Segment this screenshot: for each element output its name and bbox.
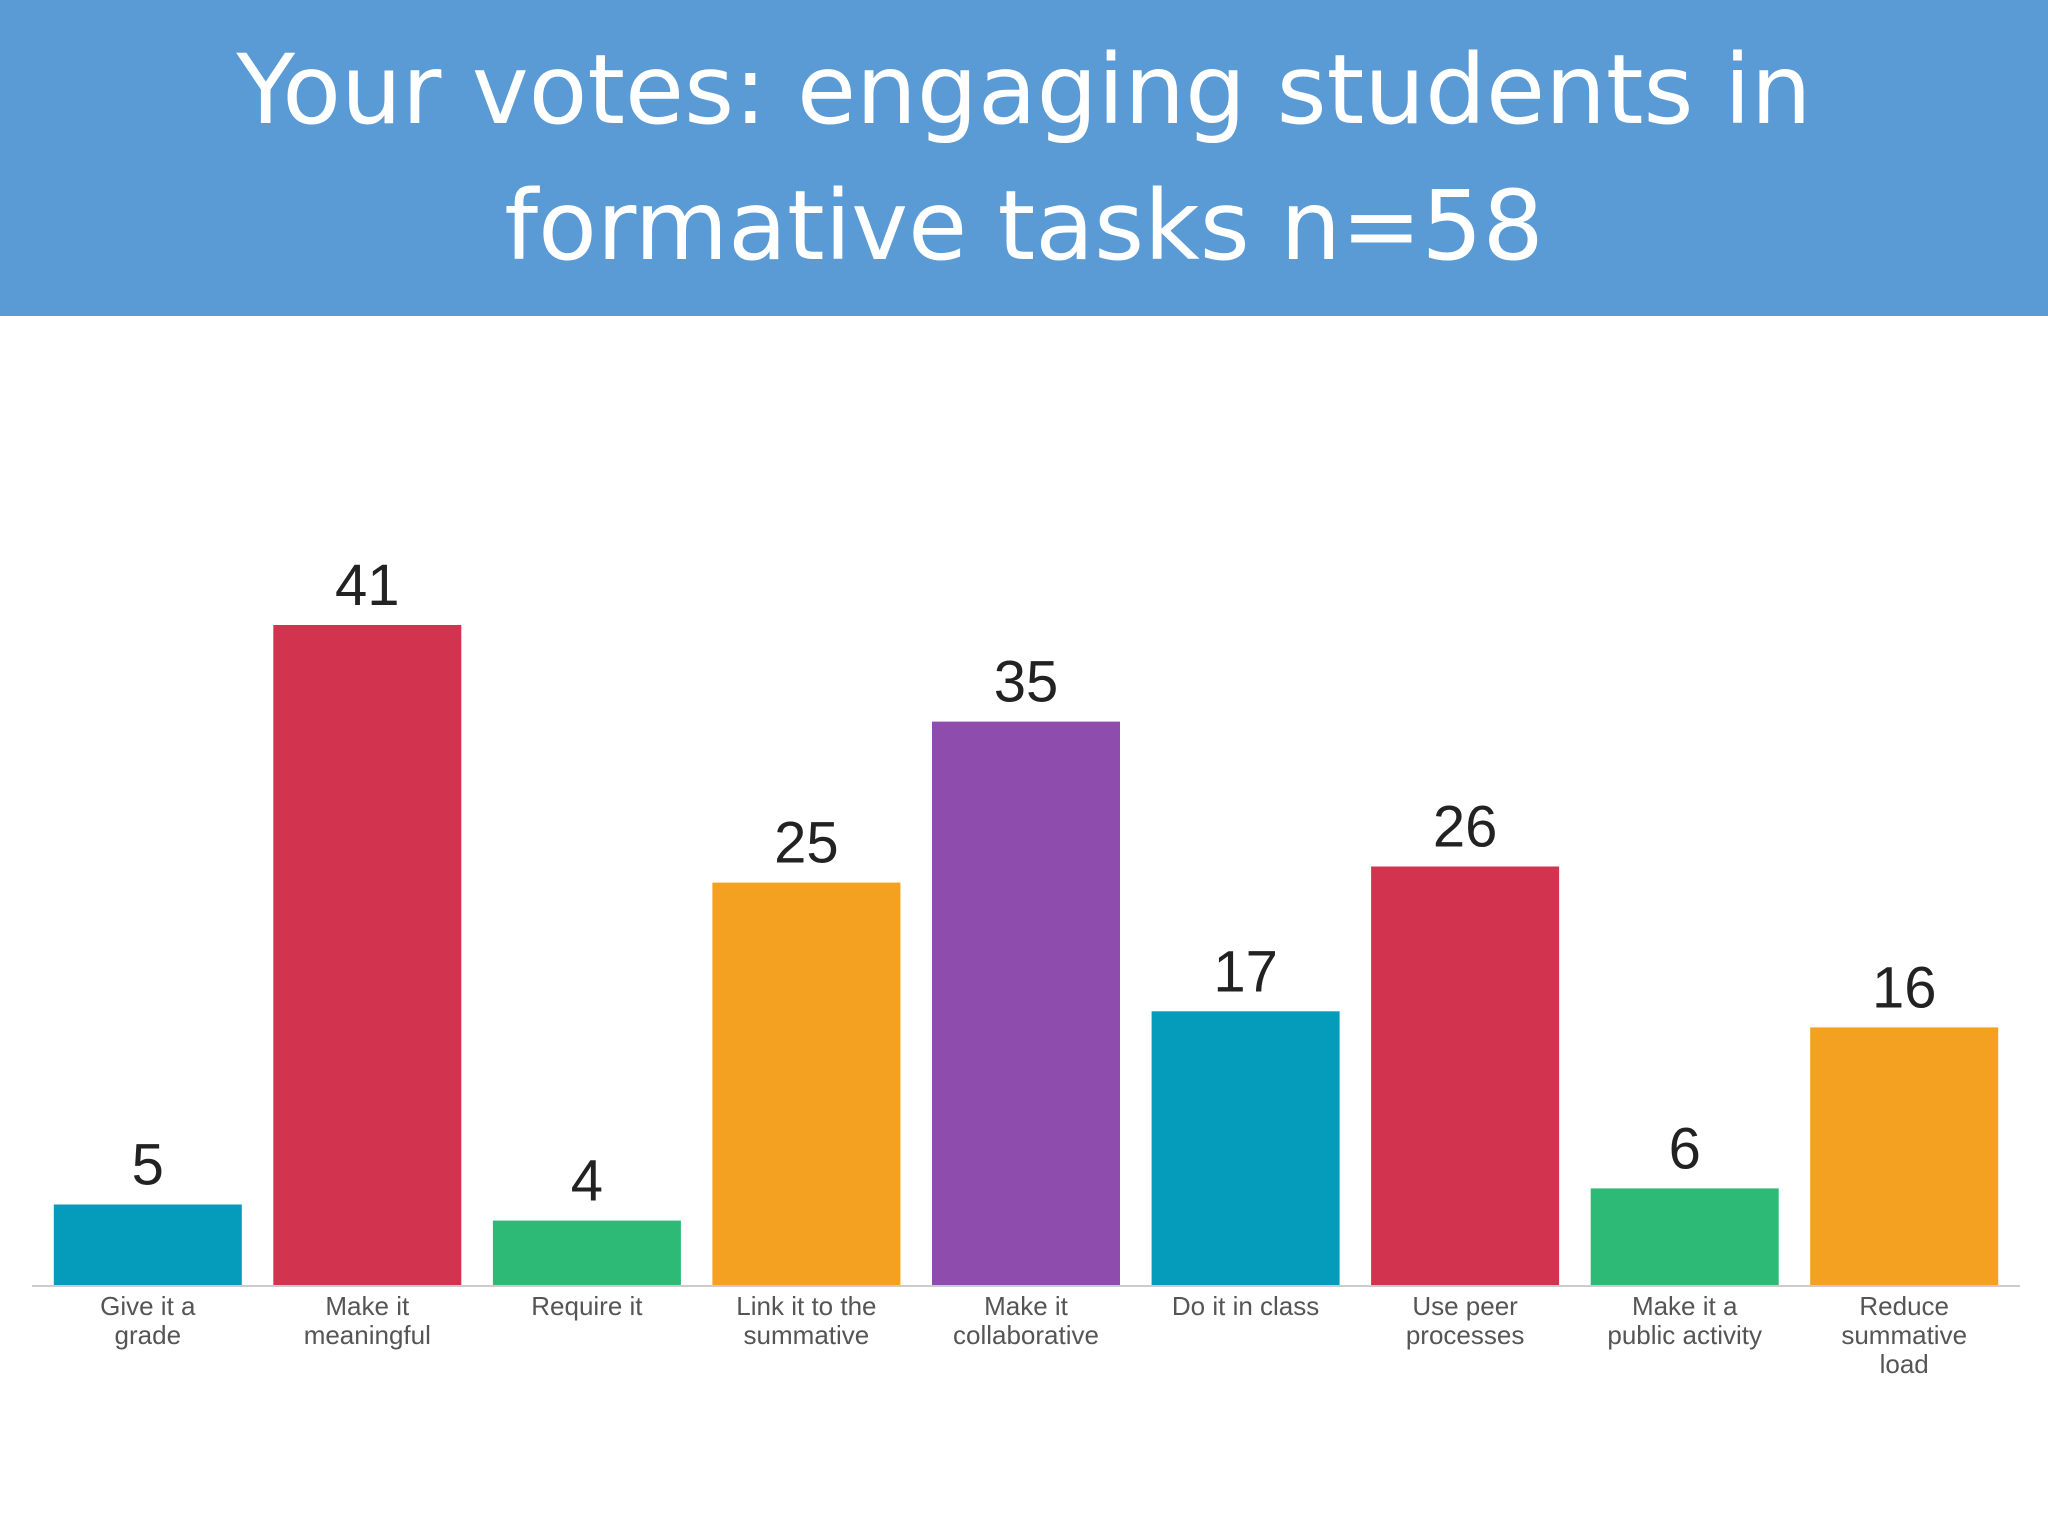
category-label-line: Link it to the [736, 1291, 876, 1321]
category-label-5: Do it in class [1172, 1291, 1319, 1321]
slide-title: Your votes: engaging students in formati… [236, 34, 1812, 282]
bar-6 [1371, 866, 1560, 1285]
category-label-1: Make it meaningful [304, 1291, 431, 1350]
category-label-8: Reduce summative load [1841, 1291, 1967, 1379]
bar-value-label-2: 4 [571, 1149, 603, 1214]
category-label-4: Make it collaborative [953, 1291, 1099, 1350]
category-label-line: processes [1406, 1320, 1525, 1350]
value-labels-group: 5 41 4 25 35 17 26 6 16 [132, 553, 1937, 1214]
bars-group [53, 625, 1999, 1285]
category-label-line: collaborative [953, 1320, 1099, 1350]
category-label-line: Use peer [1412, 1291, 1518, 1321]
category-label-line: Give it a [100, 1291, 196, 1321]
category-label-2: Require it [531, 1291, 643, 1321]
category-label-line: grade [115, 1320, 182, 1350]
category-label-line: Require it [531, 1291, 643, 1321]
category-label-line: load [1880, 1349, 1929, 1379]
category-label-line: Make it [984, 1291, 1069, 1321]
category-label-line: Reduce [1859, 1291, 1949, 1321]
bar-value-label-3: 25 [774, 811, 839, 876]
bar-4 [932, 721, 1120, 1285]
category-label-line: public activity [1607, 1320, 1762, 1350]
bar-value-label-6: 26 [1433, 795, 1498, 860]
category-label-6: Use peer processes [1406, 1291, 1525, 1350]
category-label-0: Give it a grade [100, 1291, 196, 1350]
category-label-line: meaningful [304, 1320, 431, 1350]
title-banner: Your votes: engaging students in formati… [0, 0, 2048, 316]
bar-2 [492, 1220, 681, 1285]
bar-1 [273, 625, 462, 1285]
bar-0 [53, 1204, 242, 1285]
bar-3 [712, 882, 901, 1285]
bar-value-label-0: 5 [132, 1133, 164, 1198]
bar-7 [1590, 1188, 1779, 1285]
bar-value-label-1: 41 [335, 553, 400, 618]
bar-value-label-5: 17 [1213, 939, 1278, 1004]
bar-value-label-8: 16 [1872, 955, 1937, 1020]
category-label-line: summative [744, 1320, 870, 1350]
bar-value-label-4: 35 [994, 650, 1059, 715]
bar-8 [1810, 1027, 1999, 1285]
category-label-line: Do it in class [1172, 1291, 1319, 1321]
category-label-line: Make it a [1632, 1291, 1738, 1321]
category-label-7: Make it a public activity [1607, 1291, 1762, 1350]
category-label-3: Link it to the summative [736, 1291, 876, 1350]
category-label-line: Make it [325, 1291, 410, 1321]
category-label-line: summative [1841, 1320, 1967, 1350]
bar-5 [1151, 1011, 1340, 1285]
bar-value-label-7: 6 [1669, 1116, 1701, 1181]
